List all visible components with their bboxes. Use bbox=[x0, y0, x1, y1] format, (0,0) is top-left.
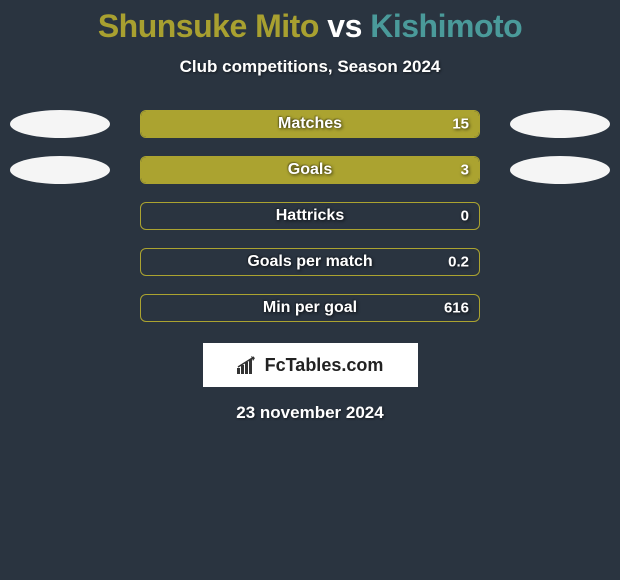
player2-ellipse bbox=[510, 110, 610, 138]
ellipse-spacer bbox=[10, 202, 110, 230]
stat-bar: Goals3 bbox=[140, 156, 480, 184]
page-title: Shunsuke Mito vs Kishimoto bbox=[0, 8, 620, 45]
ellipse-spacer bbox=[510, 294, 610, 322]
comparison-widget: Shunsuke Mito vs Kishimoto Club competit… bbox=[0, 0, 620, 423]
title-separator: vs bbox=[319, 8, 370, 44]
stat-bar: Goals per match0.2 bbox=[140, 248, 480, 276]
stat-bar: Matches15 bbox=[140, 110, 480, 138]
stat-value: 0 bbox=[461, 208, 469, 225]
chart-icon bbox=[237, 356, 259, 374]
stats-bars: Matches15 Goals3 Hattricks0 Goals per match… bbox=[0, 109, 620, 323]
player1-ellipse bbox=[10, 156, 110, 184]
stat-value: 3 bbox=[461, 162, 469, 179]
stat-label: Goals bbox=[141, 161, 479, 179]
stat-bar: Min per goal616 bbox=[140, 294, 480, 322]
ellipse-spacer bbox=[10, 294, 110, 322]
stat-label: Hattricks bbox=[141, 207, 479, 225]
stat-row: Matches15 bbox=[0, 109, 620, 139]
subtitle: Club competitions, Season 2024 bbox=[0, 57, 620, 77]
stat-value: 616 bbox=[444, 300, 469, 317]
stat-bar: Hattricks0 bbox=[140, 202, 480, 230]
logo-box[interactable]: FcTables.com bbox=[203, 343, 418, 387]
stat-value: 0.2 bbox=[448, 254, 469, 271]
logo: FcTables.com bbox=[237, 355, 384, 376]
ellipse-spacer bbox=[510, 202, 610, 230]
stat-row: Hattricks0 bbox=[0, 201, 620, 231]
date-text: 23 november 2024 bbox=[0, 403, 620, 423]
player2-ellipse bbox=[510, 156, 610, 184]
stat-label: Goals per match bbox=[141, 253, 479, 271]
player1-ellipse bbox=[10, 110, 110, 138]
ellipse-spacer bbox=[510, 248, 610, 276]
player2-name: Kishimoto bbox=[370, 8, 522, 44]
stat-row: Goals3 bbox=[0, 155, 620, 185]
stat-label: Matches bbox=[141, 115, 479, 133]
stat-value: 15 bbox=[452, 116, 469, 133]
stat-row: Min per goal616 bbox=[0, 293, 620, 323]
logo-text: FcTables.com bbox=[265, 355, 384, 376]
ellipse-spacer bbox=[10, 248, 110, 276]
stat-row: Goals per match0.2 bbox=[0, 247, 620, 277]
stat-label: Min per goal bbox=[141, 299, 479, 317]
player1-name: Shunsuke Mito bbox=[98, 8, 319, 44]
